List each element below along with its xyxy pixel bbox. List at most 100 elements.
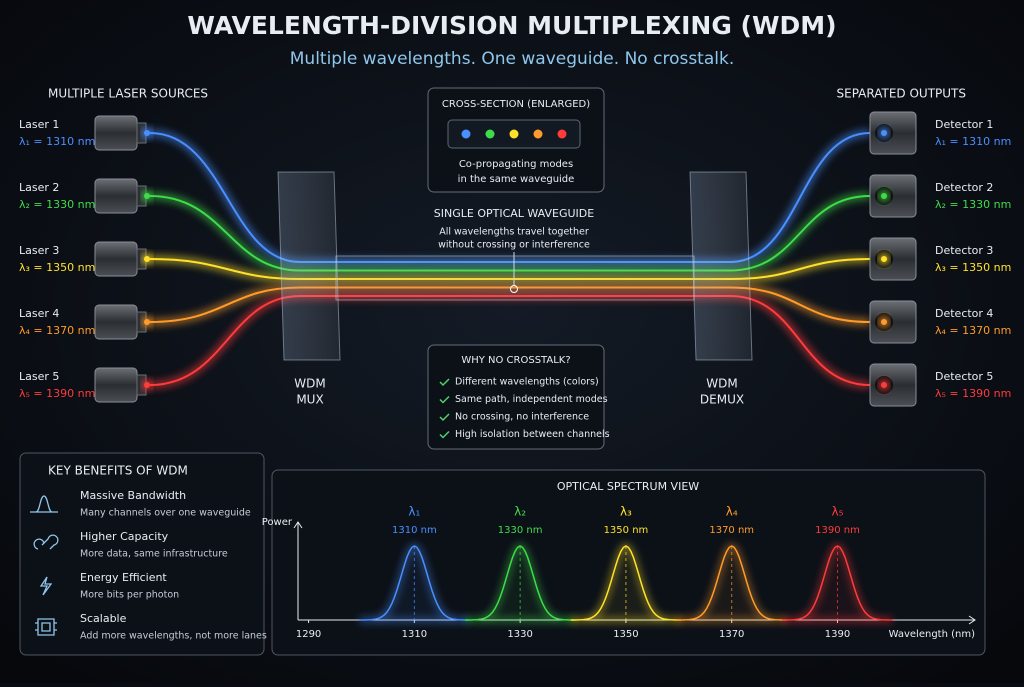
laser-name: Laser 5 xyxy=(19,370,59,383)
laser-body xyxy=(94,367,138,403)
detector-wavelength: λ₄ = 1370 nm xyxy=(935,324,1011,337)
cross-section-caption: Co-propagating modes xyxy=(459,159,573,170)
peak-name: λ₃ xyxy=(620,505,632,519)
detector-lens xyxy=(881,319,887,325)
laser-body xyxy=(94,304,138,340)
benefit-text: Add more wavelengths, not more lanes xyxy=(80,631,267,642)
beam xyxy=(149,295,871,386)
mode-dot xyxy=(533,129,543,139)
laser-lens xyxy=(144,256,150,262)
peak-label: 1350 nm xyxy=(604,525,649,536)
detector-name: Detector 1 xyxy=(935,118,993,131)
laser-lens xyxy=(144,382,150,388)
crosstalk-item: No crossing, no interference xyxy=(455,412,589,423)
demux-label: DEMUX xyxy=(700,393,744,407)
y-axis xyxy=(293,521,303,620)
title: WAVELENGTH-DIVISION MULTIPLEXING (WDM) xyxy=(187,11,836,40)
benefit-title: Scalable xyxy=(80,612,127,625)
mode-dot xyxy=(485,129,495,139)
benefit-icon xyxy=(39,576,53,596)
beams xyxy=(149,129,871,389)
beam xyxy=(149,286,871,323)
mode-dot xyxy=(509,129,519,139)
waveguide-caption: All wavelengths travel together xyxy=(439,227,589,238)
peak-label: 1390 nm xyxy=(815,525,860,536)
laser-wavelength: λ₅ = 1390 nm xyxy=(19,387,95,400)
benefit-icon xyxy=(33,534,59,550)
detector-wavelength: λ₅ = 1390 nm xyxy=(935,387,1011,400)
check-icon xyxy=(439,378,450,387)
laser-wavelength: λ₃ = 1350 nm xyxy=(19,261,95,274)
detector-lens xyxy=(881,193,887,199)
benefit-text: More bits per photon xyxy=(80,590,179,601)
check-icon xyxy=(439,430,450,439)
peak-label: 1370 nm xyxy=(709,525,754,536)
x-tick-label: 1330 xyxy=(507,629,532,640)
peak-label: 1310 nm xyxy=(392,525,437,536)
peak-name: λ₂ xyxy=(514,505,526,519)
laser-lens xyxy=(144,319,150,325)
cross-section-heading: CROSS-SECTION (ENLARGED) xyxy=(442,99,590,110)
waveguide-heading: SINGLE OPTICAL WAVEGUIDE xyxy=(434,207,595,220)
detector-lens xyxy=(881,382,887,388)
subtitle: Multiple wavelengths. One waveguide. No … xyxy=(290,49,734,69)
x-tick-label: 1390 xyxy=(825,629,850,640)
leader-dot xyxy=(510,285,518,293)
laser-wavelength: λ₂ = 1330 nm xyxy=(19,198,95,211)
laser-lens xyxy=(144,130,150,136)
outputs-heading: SEPARATED OUTPUTS xyxy=(837,87,967,101)
peak-name: λ₄ xyxy=(726,505,738,519)
benefit-icon xyxy=(35,618,57,636)
benefit-icon xyxy=(30,495,58,513)
crosstalk-heading: WHY NO CROSSTALK? xyxy=(461,355,570,366)
peak-label: 1330 nm xyxy=(498,525,543,536)
sources-heading: MULTIPLE LASER SOURCES xyxy=(48,87,208,101)
laser-body xyxy=(94,178,138,214)
peak-name: λ₅ xyxy=(832,505,844,519)
x-axis-label: Wavelength (nm) xyxy=(889,629,975,640)
mux-label: MUX xyxy=(296,393,323,407)
x-tick-label: 1350 xyxy=(613,629,638,640)
laser-name: Laser 1 xyxy=(19,118,59,131)
crosstalk-box xyxy=(427,344,605,450)
laser-body xyxy=(94,241,138,277)
laser-name: Laser 2 xyxy=(19,181,59,194)
cross-section-caption: in the same waveguide xyxy=(458,174,575,185)
y-axis-label: Power xyxy=(262,517,293,528)
benefit-title: Energy Efficient xyxy=(80,571,167,584)
peak-name: λ₁ xyxy=(408,505,420,519)
laser-wavelength: λ₁ = 1310 nm xyxy=(19,135,95,148)
x-tick-label: 1310 xyxy=(402,629,427,640)
detector-name: Detector 5 xyxy=(935,370,993,383)
x-tick-label: 1290 xyxy=(296,629,321,640)
benefit-title: Higher Capacity xyxy=(80,530,169,543)
crosstalk-item: High isolation between channels xyxy=(455,429,610,440)
mux-prism xyxy=(277,171,341,361)
benefits-heading: KEY BENEFITS OF WDM xyxy=(48,464,188,478)
beam xyxy=(149,132,871,263)
detector-wavelength: λ₁ = 1310 nm xyxy=(935,135,1011,148)
laser-body xyxy=(94,115,138,151)
laser-lens xyxy=(144,193,150,199)
benefits-box xyxy=(19,452,265,656)
beam xyxy=(149,258,871,280)
benefit-title: Massive Bandwidth xyxy=(80,489,186,502)
demux-prism xyxy=(689,171,753,361)
check-icon xyxy=(439,413,450,422)
laser-name: Laser 3 xyxy=(19,244,59,257)
mux-label: WDM xyxy=(294,377,325,391)
detector-wavelength: λ₂ = 1330 nm xyxy=(935,198,1011,211)
laser-name: Laser 4 xyxy=(19,307,59,320)
mode-dot xyxy=(461,129,471,139)
mode-dot xyxy=(557,129,567,139)
benefit-text: Many channels over one waveguide xyxy=(80,508,251,519)
detector-name: Detector 2 xyxy=(935,181,993,194)
detector-wavelength: λ₃ = 1350 nm xyxy=(935,261,1011,274)
chart-title: OPTICAL SPECTRUM VIEW xyxy=(557,480,699,493)
detector-lens xyxy=(881,256,887,262)
crosstalk-item: Different wavelengths (colors) xyxy=(455,377,599,388)
waveguide xyxy=(335,255,695,301)
detector-name: Detector 4 xyxy=(935,307,993,320)
